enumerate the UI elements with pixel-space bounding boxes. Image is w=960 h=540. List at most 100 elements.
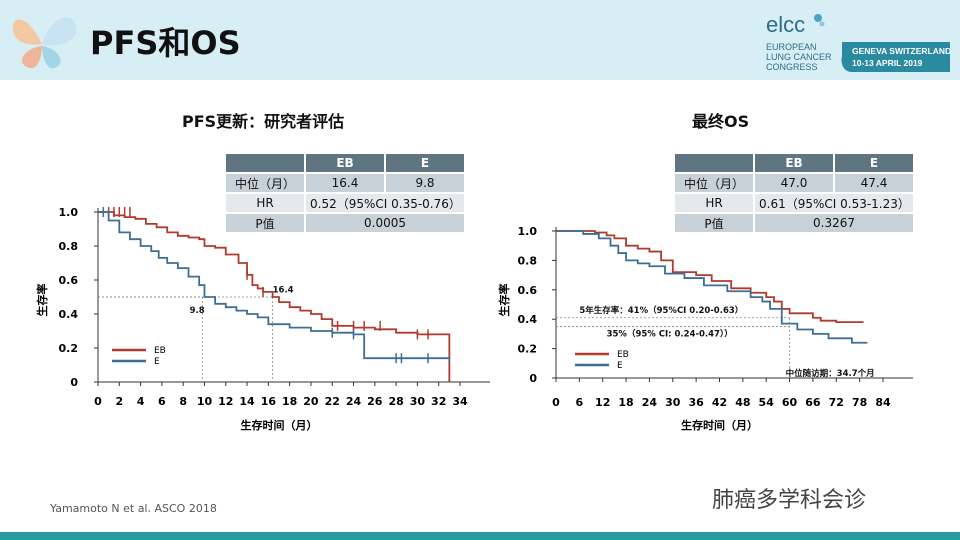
os-y-tick-label: 0.2 — [518, 343, 538, 356]
table-row: HR 0.52（95%CI 0.35-0.76） — [226, 194, 464, 212]
table-row-label: 中位（月） — [675, 174, 753, 192]
table-row: P值 0.0005 — [226, 214, 464, 232]
os-x-tick-label: 84 — [875, 396, 891, 409]
slide-title: PFS和OS — [90, 24, 241, 62]
pfs-x-tick-label: 34 — [452, 395, 468, 408]
pfs-x-tick-label: 0 — [94, 395, 102, 408]
pfs-y-tick-label: 0.4 — [59, 308, 79, 321]
pfs-y-tick-label: 0.6 — [59, 274, 79, 287]
os-x-tick-label: 66 — [805, 396, 821, 409]
slide-header — [0, 0, 960, 80]
os-y-axis-label: 生存率 — [497, 284, 511, 317]
pfs-y-tick-label: 0.8 — [59, 240, 79, 253]
os-chart-title: 最终OS — [692, 112, 750, 131]
elcc-logo-line-2: LUNG CANCER — [766, 52, 832, 62]
table-row-label: P值 — [675, 214, 753, 232]
table-cell-merged: 0.52（95%CI 0.35-0.76） — [306, 194, 464, 212]
pfs-stats-table: EB E 中位（月） 16.4 9.8 HR 0.52（95%CI 0.35-0… — [224, 152, 466, 234]
watermark: 肺癌多学科会诊 — [712, 488, 867, 513]
table-header-row: EB E — [675, 154, 913, 172]
table-row: HR 0.61（95%CI 0.53-1.23） — [675, 194, 913, 212]
elcc-badge-dates: 10-13 APRIL 2019 — [852, 58, 923, 68]
os-x-axis-label: 生存时间（月） — [681, 418, 758, 432]
os-x-tick-label: 36 — [688, 396, 704, 409]
os-x-tick-label: 60 — [782, 396, 798, 409]
pfs-y-tick-label: 0.2 — [59, 342, 79, 355]
pfs-x-tick-label: 4 — [137, 395, 145, 408]
os-x-tick-label: 54 — [759, 396, 775, 409]
table-cell-eb: 47.0 — [755, 174, 833, 192]
table-header-cell: EB — [755, 154, 833, 172]
pfs-annotation: 16.4 — [273, 286, 294, 296]
table-cell-merged: 0.0005 — [306, 214, 464, 232]
os-x-tick-label: 48 — [735, 396, 750, 409]
footer-bar — [0, 532, 960, 540]
pfs-x-tick-label: 2 — [115, 395, 123, 408]
os-series-eb-line — [556, 230, 864, 324]
pfs-chart-title: PFS更新：研究者评估 — [182, 112, 345, 131]
elcc-logo: elcc EUROPEAN LUNG CANCER CONGRESS GENEV… — [766, 12, 951, 72]
pfs-x-tick-label: 28 — [388, 395, 403, 408]
pfs-series-eb-line — [98, 211, 451, 382]
os-x-tick-label: 18 — [618, 396, 633, 409]
os-legend-label-eb: EB — [617, 350, 629, 360]
os-x-tick-label: 0 — [552, 396, 560, 409]
table-cell-e: 9.8 — [386, 174, 464, 192]
os-y-tick-label: 0.6 — [518, 284, 538, 297]
pfs-x-tick-label: 32 — [431, 395, 446, 408]
table-row: 中位（月） 47.0 47.4 — [675, 174, 913, 192]
pfs-annotation: 9.8 — [190, 306, 205, 316]
elcc-badge-location: GENEVA SWITZERLAND — [852, 46, 951, 56]
os-annotation: 中位随访期：34.7个月 — [786, 368, 875, 379]
os-x-tick-label: 78 — [852, 396, 867, 409]
pfs-x-tick-label: 20 — [303, 395, 319, 408]
os-y-tick-label: 0.8 — [518, 254, 538, 267]
citation: Yamamoto N et al. ASCO 2018 — [50, 502, 217, 515]
os-y-tick-label: 0 — [529, 372, 537, 385]
pfs-y-axis-label: 生存率 — [35, 284, 49, 317]
os-x-tick-label: 6 — [576, 396, 584, 409]
os-x-tick-label: 42 — [712, 396, 727, 409]
elcc-logo-name: elcc — [766, 12, 805, 37]
pfs-x-tick-label: 18 — [282, 395, 297, 408]
table-header-row: EB E — [226, 154, 464, 172]
os-y-tick-label: 0.4 — [518, 313, 538, 326]
elcc-logo-line-1: EUROPEAN — [766, 42, 817, 52]
os-annotation: 5年生存率：41%（95%CI 0.20-0.63） — [579, 305, 743, 316]
pfs-x-tick-label: 6 — [158, 395, 166, 408]
pfs-x-tick-label: 26 — [367, 395, 383, 408]
table-cell-merged: 0.3267 — [755, 214, 913, 232]
table-row-label: P值 — [226, 214, 304, 232]
os-series-e-line — [556, 230, 868, 344]
pfs-x-tick-label: 22 — [325, 395, 340, 408]
os-x-tick-label: 12 — [595, 396, 610, 409]
pfs-legend-label-eb: EB — [154, 346, 166, 356]
os-x-tick-label: 30 — [665, 396, 681, 409]
table-row: P值 0.3267 — [675, 214, 913, 232]
pfs-x-tick-label: 10 — [197, 395, 213, 408]
table-row: 中位（月） 16.4 9.8 — [226, 174, 464, 192]
pfs-y-tick-label: 0 — [70, 376, 78, 389]
os-x-tick-label: 24 — [642, 396, 658, 409]
pfs-legend-label-e: E — [154, 357, 160, 367]
table-cell-e: 47.4 — [835, 174, 913, 192]
pfs-x-tick-label: 14 — [239, 395, 255, 408]
table-header-cell: EB — [306, 154, 384, 172]
table-header-cell — [226, 154, 304, 172]
table-row-label: HR — [226, 194, 304, 212]
os-legend-label-e: E — [617, 361, 623, 371]
pfs-y-tick-label: 1.0 — [59, 206, 79, 219]
pfs-x-tick-label: 16 — [261, 395, 277, 408]
pfs-x-tick-label: 30 — [410, 395, 426, 408]
table-header-cell — [675, 154, 753, 172]
pfs-x-tick-label: 24 — [346, 395, 362, 408]
table-row-label: 中位（月） — [226, 174, 304, 192]
os-x-tick-label: 72 — [829, 396, 844, 409]
table-row-label: HR — [675, 194, 753, 212]
os-annotation: 35%（95% CI: 0.24-0.47）） — [607, 328, 733, 339]
pfs-x-tick-label: 12 — [218, 395, 233, 408]
elcc-logo-line-3: CONGRESS — [766, 62, 818, 72]
pfs-x-tick-label: 8 — [179, 395, 187, 408]
table-header-cell: E — [835, 154, 913, 172]
